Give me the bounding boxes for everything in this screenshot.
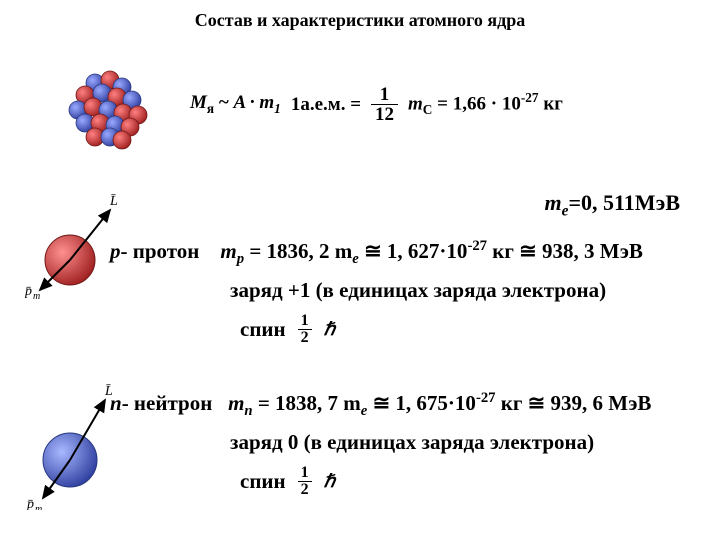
svg-text:m: m (35, 504, 42, 510)
nucleus-diagram (60, 65, 160, 160)
svg-text:m: m (33, 291, 40, 300)
svg-text:p̄: p̄ (25, 284, 32, 299)
svg-text:L̄: L̄ (109, 194, 118, 209)
proton-section: p- протон mp = 1836, 2 me ≅ 1, 627·10-27… (110, 238, 643, 346)
proton-spin: спин 1 2 ℏ (240, 313, 643, 346)
amu-formula: Mя ~ A · m1 1а.е.м. = 1 12 mC = 1,66 · 1… (190, 85, 563, 124)
neutron-spin: спин 1 2 ℏ (240, 465, 651, 498)
neutron-charge: заряд 0 (в единицах заряда электрона) (230, 430, 651, 455)
electron-mass: me=0, 511МэВ (544, 190, 680, 220)
page-title: Состав и характеристики атомного ядра (0, 0, 720, 31)
neutron-section: n- нейтрон mn = 1838, 7 me ≅ 1, 675·10-2… (110, 390, 651, 498)
proton-charge: заряд +1 (в единицах заряда электрона) (230, 278, 643, 303)
svg-text:p̄: p̄ (26, 497, 34, 510)
